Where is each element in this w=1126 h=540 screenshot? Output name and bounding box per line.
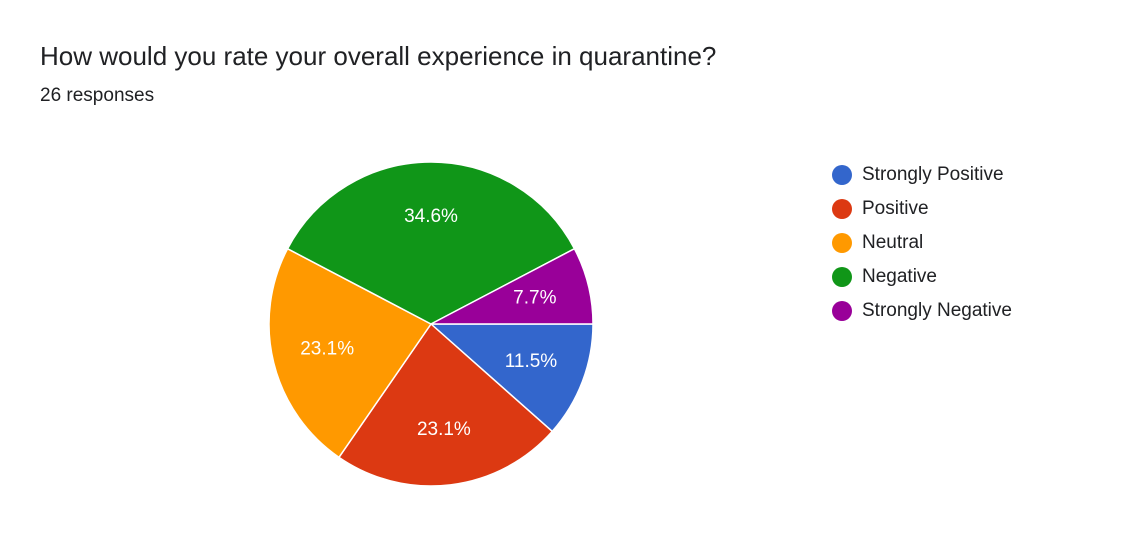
chart-legend: Strongly Positive Positive Neutral Negative…	[832, 158, 1012, 328]
legend-swatch-strongly-positive	[832, 165, 852, 185]
legend-label: Strongly Positive	[862, 164, 1004, 185]
slice-label-neutral: 23.1%	[300, 339, 354, 360]
pie-slices	[268, 161, 594, 487]
legend-swatch-negative	[832, 267, 852, 287]
slice-label-strongly-positive: 11.5%	[505, 351, 558, 372]
pie-slice-positive[interactable]	[337, 322, 554, 487]
legend-item-negative[interactable]: Negative	[832, 260, 1012, 294]
legend-label: Neutral	[862, 232, 924, 253]
legend-swatch-positive	[832, 199, 852, 219]
slice-label-negative: 34.6%	[404, 206, 458, 227]
legend-swatch-strongly-negative	[832, 301, 852, 321]
legend-label: Negative	[862, 266, 937, 287]
legend-item-strongly-negative[interactable]: Strongly Negative	[832, 294, 1012, 328]
question-title: How would you rate your overall experien…	[40, 41, 717, 71]
legend-item-strongly-positive[interactable]: Strongly Positive	[832, 158, 1012, 192]
pie-slice-labels: 11.5% 23.1% 23.1% 34.6% 7.7%	[300, 206, 557, 440]
pie-slice-strongly-positive[interactable]	[429, 323, 594, 433]
legend-label: Positive	[862, 198, 929, 219]
legend-swatch-neutral	[832, 233, 852, 253]
pie-slice-neutral[interactable]	[268, 247, 433, 459]
pie-slice-strongly-negative[interactable]	[430, 247, 594, 325]
slice-label-strongly-negative: 7.7%	[513, 287, 556, 308]
legend-item-positive[interactable]: Positive	[832, 192, 1012, 226]
legend-item-neutral[interactable]: Neutral	[832, 226, 1012, 260]
legend-label: Strongly Negative	[862, 300, 1012, 321]
pie-slice-negative[interactable]	[286, 161, 576, 325]
slice-label-positive: 23.1%	[417, 419, 471, 440]
response-count: 26 responses	[40, 85, 155, 106]
